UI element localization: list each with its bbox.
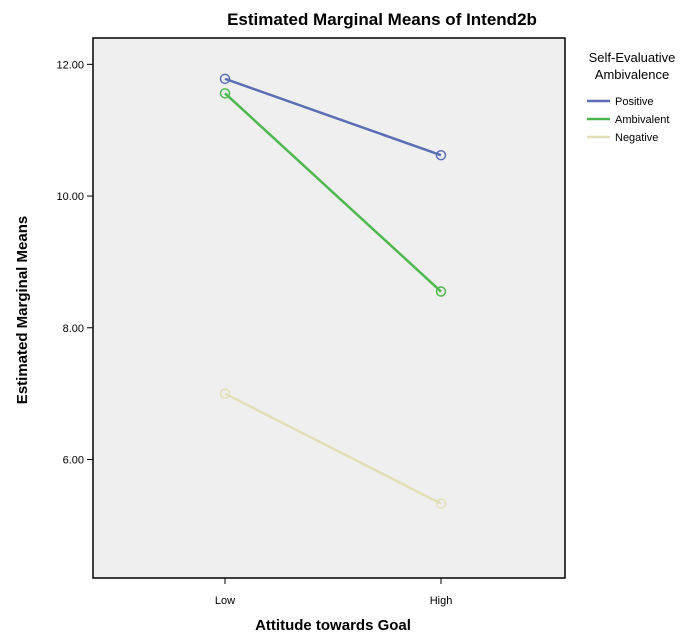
legend-title-line-2: Ambivalence [595, 67, 669, 82]
series-layer [219, 73, 447, 509]
data-point-positive [435, 149, 447, 161]
data-point-ambivalent [435, 286, 447, 297]
x-tick-label: Low [215, 595, 235, 607]
series-line-negative [224, 392, 442, 505]
chart-title: Estimated Marginal Means of Intend2b [227, 10, 537, 29]
data-point-ambivalent [219, 88, 231, 99]
y-axis-title: Estimated Marginal Means [14, 216, 31, 404]
legend-label-ambivalent: Ambivalent [615, 114, 669, 126]
x-axis-ticks: Low High [215, 578, 452, 607]
x-axis-title: Attitude towards Goal [255, 617, 411, 634]
data-point-positive [219, 73, 231, 85]
legend-label-negative: Negative [615, 132, 658, 144]
data-point-negative [219, 388, 231, 399]
plot-area [92, 37, 566, 579]
y-tick-label: 6.00 [63, 454, 84, 466]
series-line-positive [224, 77, 442, 157]
legend-label-positive: Positive [615, 96, 654, 108]
x-tick-label: High [430, 595, 453, 607]
data-point-negative [435, 498, 447, 509]
legend-items: Positive Ambivalent Negative [587, 96, 669, 144]
legend-title-line-1: Self-Evaluative [589, 50, 676, 65]
legend: Self-Evaluative Ambivalence Positive Ambi… [587, 50, 675, 144]
y-axis-ticks: 6.00 8.00 10.00 12.00 [56, 59, 93, 466]
y-tick-label: 8.00 [63, 323, 84, 335]
y-tick-label: 12.00 [56, 59, 84, 71]
y-tick-label: 10.00 [56, 191, 84, 203]
series-line-ambivalent [224, 92, 442, 293]
